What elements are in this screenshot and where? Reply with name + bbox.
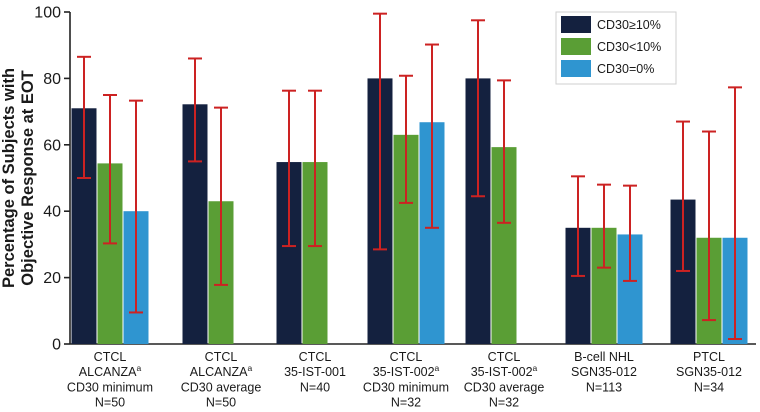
- x-category-label: CTCL ALCANZAa CD30 average N=50: [181, 350, 262, 407]
- x-category-label-line: CTCL: [488, 350, 521, 364]
- legend-label: CD30≥10%: [597, 18, 661, 32]
- x-category-label-line: N=32: [489, 396, 519, 407]
- legend-swatch: [561, 16, 591, 33]
- legend-swatch: [561, 38, 591, 55]
- legend-label: CD30<10%: [597, 40, 661, 54]
- y-axis-label: Percentage of Subjects withObjective Res…: [0, 68, 37, 288]
- x-category-label-line: CD30 minimum: [363, 380, 449, 394]
- y-tick-label: 80: [43, 71, 61, 88]
- y-tick-label: 100: [34, 5, 61, 22]
- x-category-label-line: CD30 average: [464, 380, 545, 394]
- x-category-label-line: N=113: [586, 380, 622, 394]
- x-category-label: B-cell NHL SGN35-012 N=113: [571, 350, 637, 394]
- x-category-superscript: a: [247, 363, 252, 373]
- x-category-label-line: 35-IST-002: [373, 365, 435, 379]
- x-category-label-line: N=50: [206, 396, 236, 407]
- x-category-label-line: N=50: [95, 396, 125, 407]
- x-category-label-line: ALCANZA: [190, 365, 248, 379]
- x-category-label-line: N=40: [300, 380, 330, 394]
- y-tick-label: 0: [52, 337, 61, 354]
- x-category-label-line: CTCL: [94, 350, 127, 364]
- x-category-superscript: a: [435, 363, 440, 373]
- y-tick-label: 60: [43, 137, 61, 154]
- x-category-label-line: CTCL: [205, 350, 238, 364]
- x-category-label-line: N=32: [391, 396, 421, 407]
- x-category-label: CTCL 35-IST-002a CD30 average N=32: [464, 350, 545, 407]
- legend-label: CD30=0%: [597, 62, 654, 76]
- x-category-label: PTCL SGN35-012 N=34: [676, 350, 742, 394]
- y-tick-label: 20: [43, 270, 61, 287]
- x-category-label: CTCL 35-IST-002a CD30 minimum N=32: [363, 350, 449, 407]
- legend-swatch: [561, 60, 591, 77]
- x-category-label-line: B-cell NHL: [574, 350, 634, 364]
- y-axis-label-line: Objective Response at EOT: [19, 70, 37, 285]
- x-category-label-line: ALCANZA: [79, 365, 137, 379]
- x-category-label-line: CTCL: [299, 350, 332, 364]
- x-category-superscript: a: [533, 363, 538, 373]
- y-tick-label: 40: [43, 204, 61, 221]
- x-category-superscript: a: [136, 363, 141, 373]
- x-category-label-line: SGN35-012: [571, 365, 637, 379]
- x-category-label-line: SGN35-012: [676, 365, 742, 379]
- x-category-label: CTCL ALCANZAa CD30 minimum N=50: [67, 350, 153, 407]
- x-category-label-line: CD30 minimum: [67, 380, 153, 394]
- x-category-label: CTCL 35-IST-001 N=40: [284, 350, 346, 394]
- x-category-label-line: 35-IST-002: [471, 365, 533, 379]
- x-category-label-line: CD30 average: [181, 380, 262, 394]
- y-axis-label-line: Percentage of Subjects with: [0, 68, 18, 288]
- x-category-label-line: PTCL: [693, 350, 725, 364]
- x-category-label-line: 35-IST-001: [284, 365, 346, 379]
- x-category-label-line: N=34: [694, 380, 724, 394]
- x-category-label-line: CTCL: [390, 350, 423, 364]
